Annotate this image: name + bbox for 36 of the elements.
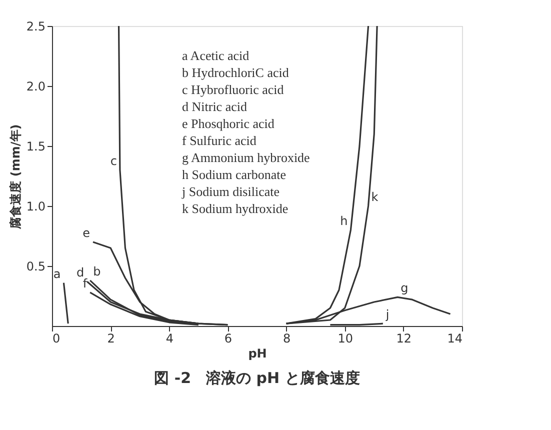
x-tick-label: 6 [224, 332, 232, 346]
y-tick-label: 1.5 [26, 140, 46, 154]
annotation: k Sodium hydroxide [182, 201, 288, 216]
y-tick-label: 2.5 [26, 20, 46, 34]
annotation: d Nitric acid [182, 99, 248, 114]
series-label: a [53, 266, 61, 281]
x-tick-label: 2 [107, 332, 115, 346]
annotation: b HydrochloriC acid [182, 65, 290, 80]
series-label: e [82, 226, 90, 240]
annotation: j Sodium disilicate [181, 184, 280, 199]
x-tick-label: 14 [447, 332, 462, 346]
series-label: f [82, 276, 88, 290]
annotation: f Sulfuric acid [182, 133, 257, 148]
x-tick-label: 12 [396, 332, 412, 346]
series-label: j [384, 308, 390, 322]
x-axis-title: pH [248, 346, 267, 360]
y-tick-label: 0.5 [26, 260, 46, 274]
series-label: h [340, 214, 348, 228]
y-tick-label: 1.0 [26, 200, 46, 214]
annotation: a Acetic acid [182, 48, 250, 63]
x-tick-label: 4 [166, 332, 174, 346]
x-tick-label: 0 [52, 332, 60, 346]
text: 図 -2 溶液の pH と腐食速度 [154, 369, 360, 387]
x-tick-label: 10 [338, 332, 353, 346]
series-label: k [371, 190, 378, 204]
annotation: g Ammonium hybroxide [182, 150, 310, 165]
series-label: d [76, 266, 84, 280]
annotation: h Sodium carbonate [182, 167, 286, 182]
x-tick-label: 8 [282, 332, 291, 346]
series-label: c [110, 154, 117, 168]
series-label: g [400, 281, 408, 296]
annotation: c Hybrofluoric acid [182, 82, 284, 97]
annotation: e Phosqhoric acid [182, 116, 275, 131]
y-axis-title: 腐食速度 (mm/年) [8, 124, 22, 230]
y-tick-label: 2.0 [26, 80, 46, 94]
series-label: b [93, 264, 101, 278]
